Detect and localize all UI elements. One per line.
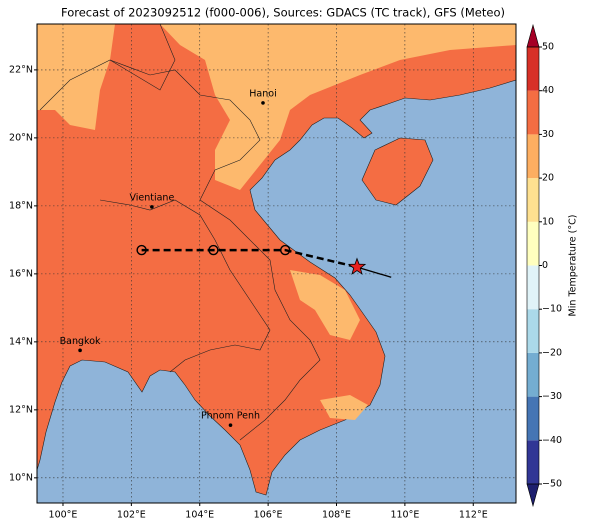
city-label: Hanoi [249, 88, 276, 99]
city-label: Phnom Penh [201, 411, 260, 422]
x-tick-label: 106°E [254, 510, 283, 521]
y-tick-label: 16°N [9, 268, 33, 279]
x-tick-label: 100°E [49, 510, 78, 521]
colorbar-bin [527, 265, 539, 310]
current-position [347, 257, 367, 275]
map-frame [36, 23, 517, 504]
colorbar-over [526, 23, 540, 48]
city-label: Vientiane [129, 192, 174, 203]
colorbar-bin [527, 352, 539, 397]
mainland [37, 24, 516, 496]
colorbar-bin [527, 178, 539, 222]
city-dot [150, 205, 154, 209]
hainan [361, 137, 434, 206]
motion-vector [356, 266, 392, 278]
colorbar-tick-label: 20 [542, 173, 554, 184]
city-dot [78, 348, 82, 353]
city-dot [228, 423, 233, 427]
y-tick-label: 18°N [9, 200, 33, 211]
colorbar-tick-label: 30 [542, 129, 554, 140]
x-tick-label: 112°E [459, 510, 488, 521]
track-point [208, 244, 219, 256]
forecast-track [141, 248, 358, 269]
patch [290, 270, 360, 340]
colorbar-tick-label: 40 [542, 85, 554, 96]
colorbar-bin [527, 134, 539, 179]
x-tick-label: 104°E [185, 510, 214, 521]
colorbar-tick-label: −20 [542, 347, 562, 358]
track-point [136, 244, 147, 256]
track-point [280, 244, 291, 256]
borders [39, 24, 321, 441]
colorbar-bin [527, 396, 539, 441]
colorbar-tick-label: −30 [542, 391, 562, 402]
y-tick-label: 22°N [9, 64, 33, 75]
map-area [37, 24, 516, 503]
colorbar-bin [527, 309, 539, 353]
colorbar-bin [527, 440, 539, 484]
city-label: Bangkok [60, 336, 101, 347]
city-dot [261, 101, 265, 105]
colorbar-tick-label: −50 [542, 479, 562, 490]
colorbar-tick-label: −40 [542, 435, 562, 446]
border [39, 24, 176, 111]
x-tick-label: 110°E [390, 510, 419, 521]
colorbar-tick-label: 0 [542, 260, 548, 271]
patch [160, 24, 516, 190]
colorbar-tick-label: 10 [542, 216, 554, 227]
colorbar-bin [527, 90, 539, 135]
x-tick-label: 102°E [117, 510, 146, 521]
colorbar-under [526, 483, 540, 508]
y-tick-label: 14°N [9, 336, 33, 347]
x-tick-label: 108°E [322, 510, 351, 521]
border [109, 59, 321, 441]
y-tick-label: 12°N [9, 404, 33, 415]
colorbar-tick-label: 50 [542, 42, 554, 53]
colorbar-bin [527, 47, 539, 91]
border [99, 199, 271, 373]
colorbar-tick-label: −10 [542, 304, 562, 315]
colorbar-label: Min Temperature (°C) [568, 215, 579, 317]
colorbar-bin [527, 221, 539, 266]
y-tick-label: 20°N [9, 132, 33, 143]
title: Forecast of 2023092512 (f000-006), Sourc… [61, 6, 505, 20]
warm-patches [37, 24, 516, 420]
patch [320, 395, 368, 420]
y-tick-label: 10°N [9, 472, 33, 483]
